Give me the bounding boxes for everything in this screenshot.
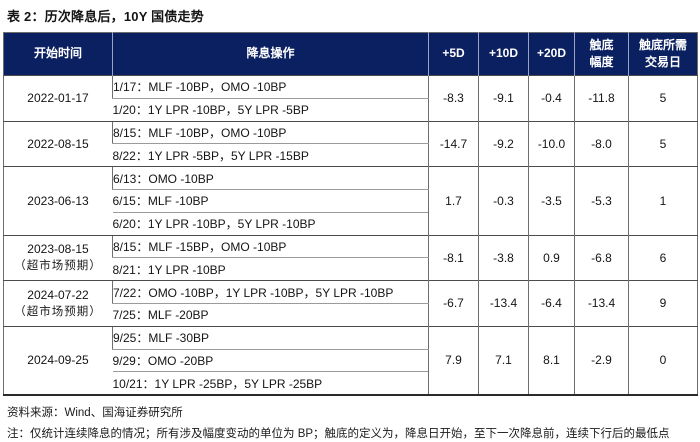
cell-plus5d: 7.9 [428, 325, 479, 396]
cell-start-date: 2024-07-22 （超市场预期） [3, 280, 113, 327]
col-header-operations: 降息操作 [112, 32, 429, 76]
cell-plus10d: -3.8 [478, 234, 529, 281]
col-header-plus5d: +5D [428, 32, 479, 76]
cell-days-to-bottom: 5 [628, 120, 698, 167]
cell-plus20d: -3.5 [528, 166, 575, 236]
table-subrow: 6/15：MLF -10BP [4, 189, 698, 213]
cell-operation: 6/13：OMO -10BP [112, 166, 429, 190]
cell-operation: 6/15：MLF -10BP [112, 189, 429, 213]
cell-bottom-amplitude: -11.8 [574, 75, 629, 122]
start-date-text: 2023-08-15 [27, 242, 89, 257]
cell-plus10d: -0.3 [478, 166, 529, 236]
cell-bottom-amplitude: -8.0 [574, 120, 629, 167]
cell-plus10d: -9.2 [478, 120, 529, 167]
cell-operation: 1/17：MLF -10BP，OMO -10BP [112, 75, 429, 99]
start-date-text: 2024-09-25 [27, 353, 89, 368]
start-date-text: 2024-07-22 [27, 287, 89, 302]
cell-plus20d: -10.0 [528, 120, 575, 167]
table-row: 2023-06-13 6/13：OMO -10BP 1.7 -0.3 -3.5 … [3, 166, 698, 236]
cell-plus20d: 8.1 [528, 325, 575, 396]
start-date-text: 2022-08-15 [27, 136, 89, 151]
date-note-text: （超市场预期） [14, 260, 102, 273]
rate-cut-table: 开始时间 降息操作 +5D +10D +20D 触底 幅度 触底所需 交易日 2… [3, 32, 698, 397]
cell-operation: 6/20：1Y LPR -10BP，5Y LPR -10BP [112, 212, 429, 236]
cell-operation: 1/20：1Y LPR -10BP，5Y LPR -5BP [112, 98, 429, 122]
cell-operation: 9/29：OMO -20BP [112, 349, 429, 373]
cell-operation: 10/21：1Y LPR -25BP，5Y LPR -25BP [112, 371, 429, 396]
cell-plus5d: -8.3 [428, 75, 479, 122]
cell-plus5d: -6.7 [428, 280, 479, 327]
col-header-days-to-bottom: 触底所需 交易日 [628, 32, 698, 76]
cell-operation: 8/22：1Y LPR -5BP，5Y LPR -15BP [112, 143, 429, 167]
col-header-bottom-amplitude: 触底 幅度 [574, 32, 629, 76]
page-title: 表 2：历次降息后，10Y 国债走势 [7, 9, 204, 24]
cell-start-date: 2024-09-25 [3, 325, 113, 396]
table-row: 2023-08-15 （超市场预期） 8/15：MLF -15BP，OMO -1… [3, 234, 698, 281]
cell-days-to-bottom: 6 [628, 234, 698, 281]
cell-start-date: 2022-01-17 [3, 75, 113, 122]
cell-plus5d: -8.1 [428, 234, 479, 281]
table-subrow: 1/20：1Y LPR -10BP，5Y LPR -5BP [4, 98, 698, 122]
table-subrow: 7/25：MLF -20BP [4, 303, 698, 327]
cell-operation: 8/21：1Y LPR -10BP [112, 257, 429, 281]
cell-operation: 7/25：MLF -20BP [112, 303, 429, 327]
cell-operation: 8/15：MLF -15BP，OMO -10BP [112, 234, 429, 259]
cell-plus5d: 1.7 [428, 166, 479, 236]
cell-plus20d: 0.9 [528, 234, 575, 281]
table-row: 2022-08-15 8/15：MLF -10BP，OMO -10BP -14.… [3, 120, 698, 167]
cell-operation: 7/22：OMO -10BP，1Y LPR -10BP，5Y LPR -10BP [112, 280, 429, 304]
data-source-line: 资料来源：Wind、国海证券研究所 [7, 407, 183, 420]
table-row: 2024-09-25 9/25：MLF -30BP 7.9 7.1 8.1 -2… [3, 325, 698, 396]
table-subrow: 8/22：1Y LPR -5BP，5Y LPR -15BP [4, 143, 698, 167]
cell-days-to-bottom: 5 [628, 75, 698, 122]
cell-bottom-amplitude: -6.8 [574, 234, 629, 281]
cell-plus10d: -9.1 [478, 75, 529, 122]
col-header-start-date: 开始时间 [3, 32, 113, 76]
table-footer: 资料来源：Wind、国海证券研究所 注：仅统计连续降息的情况；所有涉及幅度变动的… [7, 403, 693, 442]
table-row: 2022-01-17 1/17：MLF -10BP，OMO -10BP -8.3… [3, 75, 698, 122]
table-row: 2024-07-22 （超市场预期） 7/22：OMO -10BP，1Y LPR… [3, 280, 698, 327]
start-date-text: 2023-06-13 [27, 193, 89, 208]
col-header-plus10d: +10D [478, 32, 529, 76]
cell-plus10d: 7.1 [478, 325, 529, 396]
cell-days-to-bottom: 9 [628, 280, 698, 327]
cell-days-to-bottom: 0 [628, 325, 698, 396]
cell-plus20d: -6.4 [528, 280, 575, 327]
table-subrow: 6/20：1Y LPR -10BP，5Y LPR -10BP [4, 212, 698, 236]
cell-plus5d: -14.7 [428, 120, 479, 167]
cell-start-date: 2023-08-15 （超市场预期） [3, 234, 113, 281]
table-subrow: 9/29：OMO -20BP [4, 349, 698, 373]
date-note-text: （超市场预期） [14, 305, 102, 318]
footnote-line: 注：仅统计连续降息的情况；所有涉及幅度变动的单位为 BP；触底的定义为，降息日开… [7, 428, 670, 441]
table-header-row: 开始时间 降息操作 +5D +10D +20D 触底 幅度 触底所需 交易日 [3, 32, 698, 76]
cell-plus20d: -0.4 [528, 75, 575, 122]
cell-operation: 8/15：MLF -10BP，OMO -10BP [112, 120, 429, 145]
cell-bottom-amplitude: -2.9 [574, 325, 629, 396]
start-date-text: 2022-01-17 [27, 91, 89, 106]
cell-bottom-amplitude: -13.4 [574, 280, 629, 327]
cell-bottom-amplitude: -5.3 [574, 166, 629, 236]
cell-start-date: 2023-06-13 [3, 166, 113, 236]
cell-start-date: 2022-08-15 [3, 120, 113, 167]
cell-days-to-bottom: 1 [628, 166, 698, 236]
cell-operation: 9/25：MLF -30BP [112, 325, 429, 350]
table-subrow: 8/21：1Y LPR -10BP [4, 257, 698, 281]
table-subrow: 10/21：1Y LPR -25BP，5Y LPR -25BP [4, 371, 698, 396]
cell-plus10d: -13.4 [478, 280, 529, 327]
col-header-plus20d: +20D [528, 32, 575, 76]
